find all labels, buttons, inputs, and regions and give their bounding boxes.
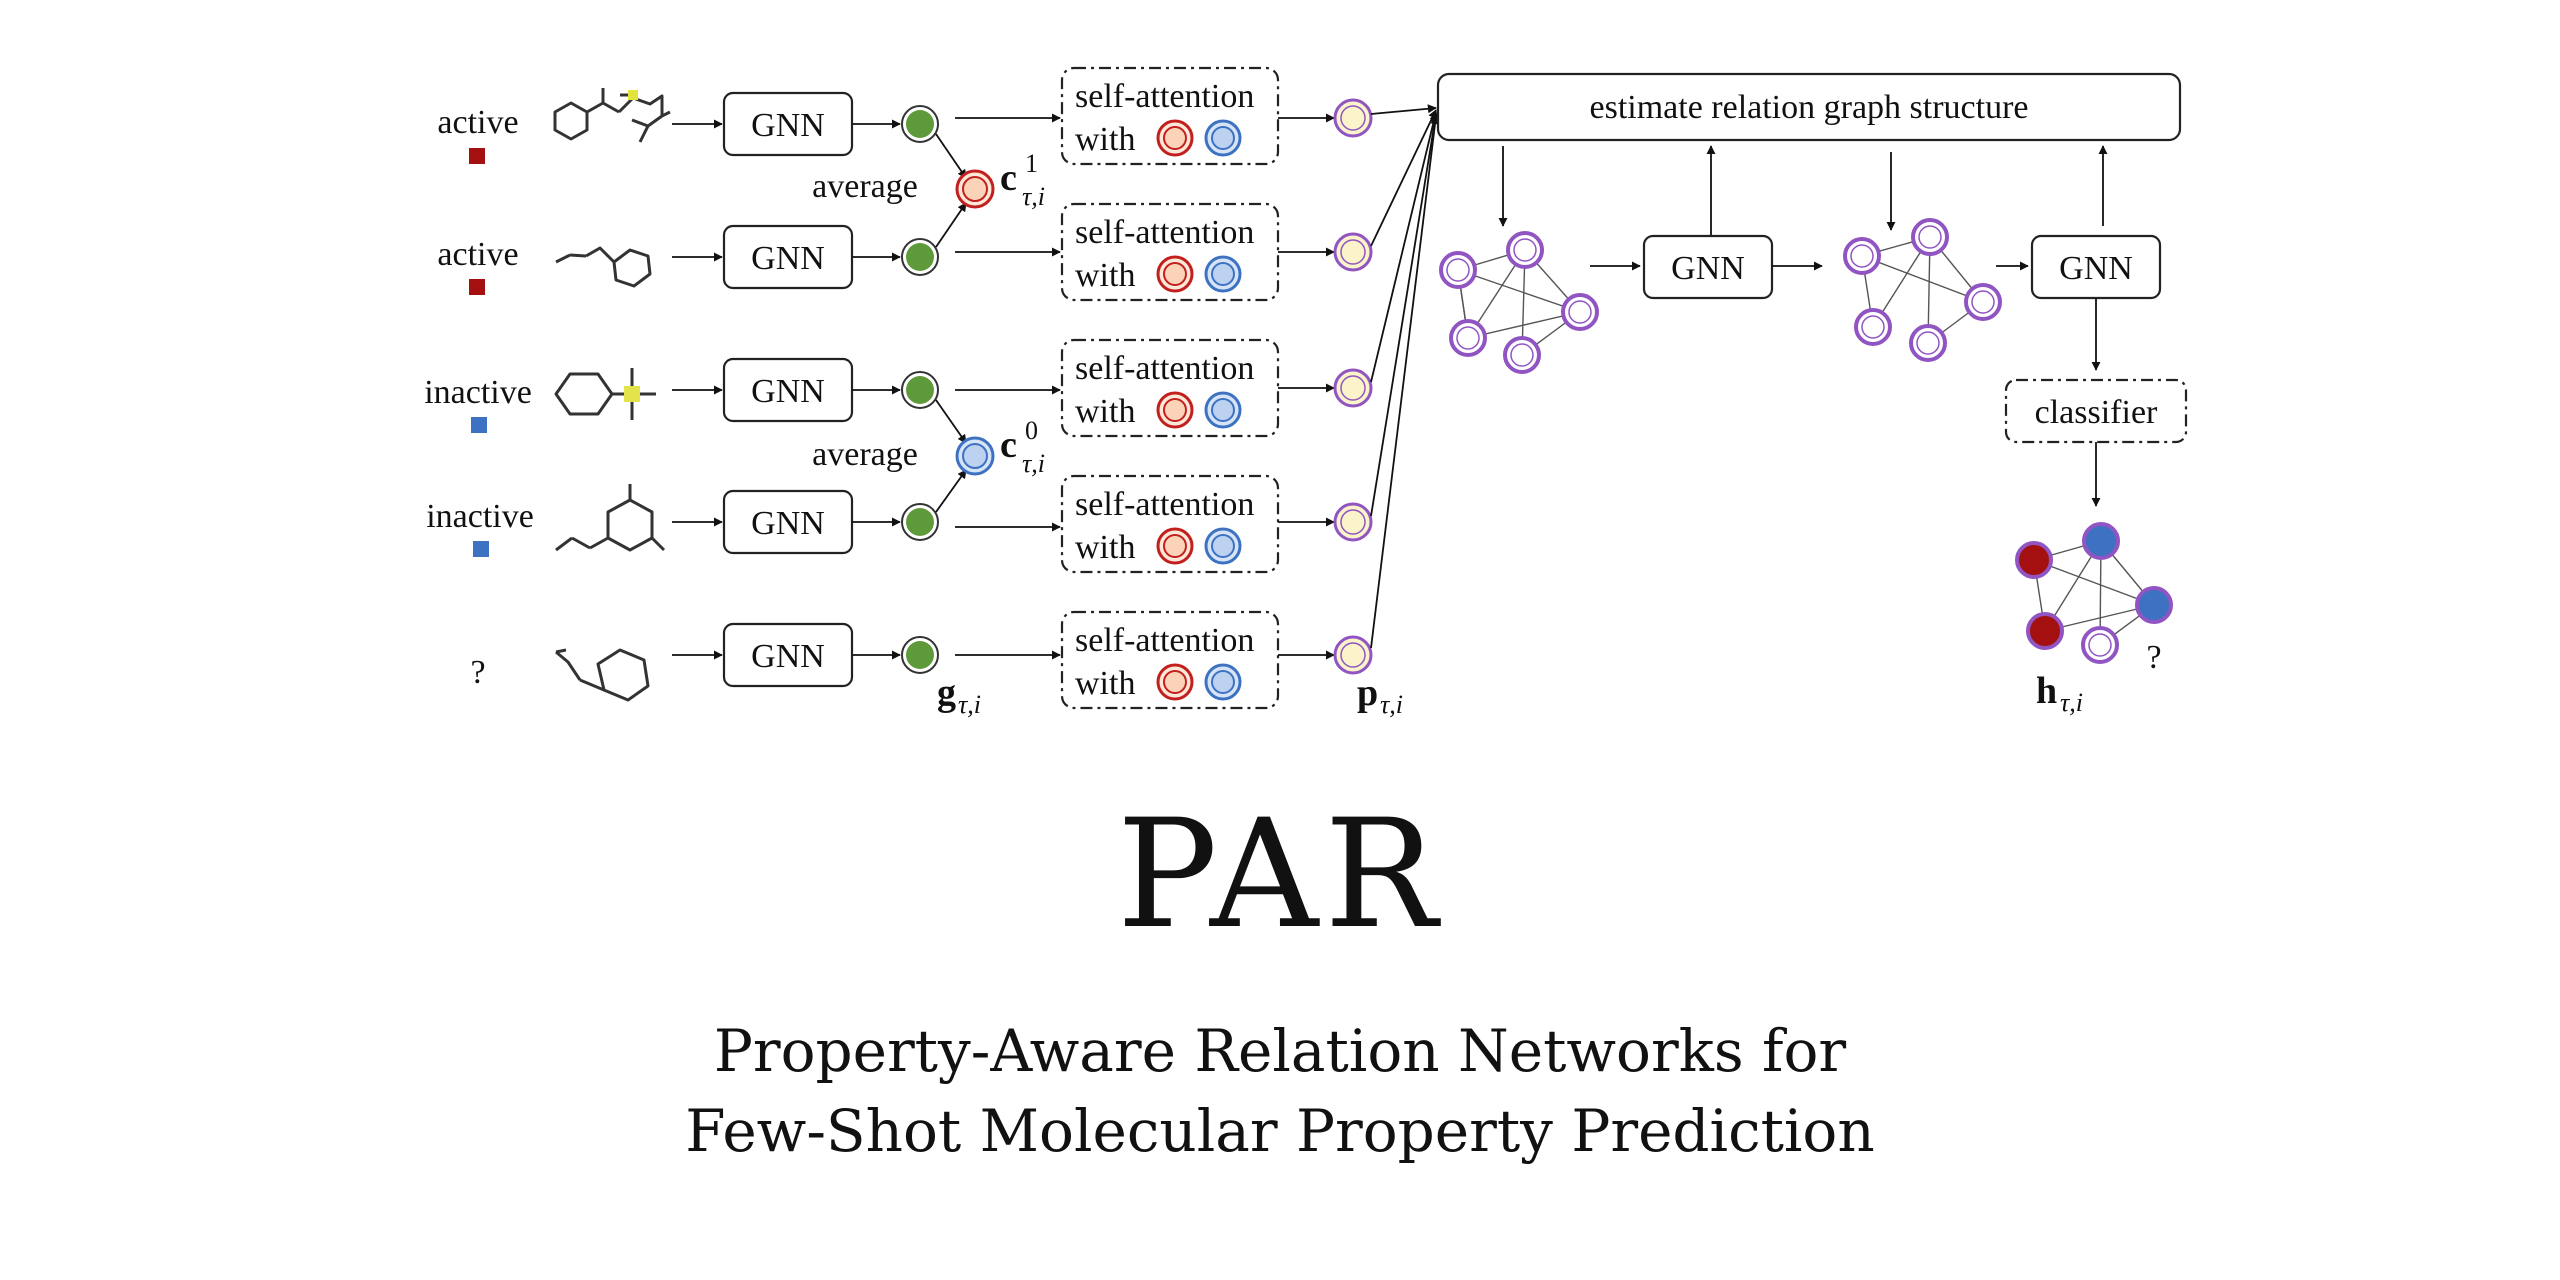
attention-to-refined-arrows bbox=[1278, 113, 1335, 660]
subtitle-line-2: Few-Shot Molecular Property Prediction bbox=[685, 1097, 1875, 1165]
self-attention-block-1: self-attention with bbox=[1060, 66, 1280, 166]
relation-vertical-arrows bbox=[1498, 145, 2108, 240]
svg-text:c: c bbox=[1000, 424, 1017, 466]
active-class-marker-2 bbox=[469, 279, 485, 295]
self-attention-block-4: self-attention with bbox=[1060, 474, 1280, 574]
embedding-node-4 bbox=[901, 503, 939, 541]
self-attention-blocks: self-attention with self-attention with … bbox=[1060, 66, 1280, 710]
gnn-encoder-4-label: GNN bbox=[751, 505, 825, 542]
row-labels: active active inactive inactive ? bbox=[424, 104, 534, 691]
average-arrows bbox=[935, 133, 967, 513]
molecule-to-gnn-arrows bbox=[672, 119, 723, 660]
gnn-encoder-2: GNN bbox=[722, 224, 854, 290]
svg-text:c: c bbox=[1000, 157, 1017, 199]
svg-text:τ,i: τ,i bbox=[1022, 182, 1045, 211]
row-label-1: active bbox=[437, 104, 518, 141]
svg-text:with: with bbox=[1075, 665, 1135, 702]
svg-text:p: p bbox=[1357, 672, 1378, 714]
query-unknown-mark: ? bbox=[2146, 639, 2161, 676]
gnn-encoder-1-label: GNN bbox=[751, 107, 825, 144]
subtitle-line-1: Property-Aware Relation Networks for bbox=[713, 1017, 1847, 1085]
refined-node-4 bbox=[1333, 502, 1373, 542]
output-relation-graph: ? bbox=[2015, 522, 2173, 676]
inactive-prototype-node bbox=[955, 436, 995, 476]
relation-gnn-2-label: GNN bbox=[2059, 250, 2133, 287]
average-label-active: average bbox=[812, 168, 918, 205]
gnn-to-embedding-arrows bbox=[852, 119, 901, 660]
svg-text:self-attention: self-attention bbox=[1075, 486, 1254, 523]
relation-gnn-1: GNN bbox=[1642, 234, 1774, 300]
embedding-node-2 bbox=[901, 238, 939, 276]
svg-text:g: g bbox=[937, 672, 956, 714]
gnn-encoder-1: GNN bbox=[722, 91, 854, 157]
active-prototype-node bbox=[955, 169, 995, 209]
self-attention-block-2: self-attention with bbox=[1060, 202, 1280, 302]
refined-node-1 bbox=[1333, 98, 1373, 138]
refined-node-3 bbox=[1333, 368, 1373, 408]
c0-label: c 0 τ,i bbox=[1000, 416, 1045, 478]
estimate-relation-box: estimate relation graph structure bbox=[1436, 72, 2182, 142]
gnn-encoder-2-label: GNN bbox=[751, 240, 825, 277]
svg-text:self-attention: self-attention bbox=[1075, 622, 1254, 659]
gnn-encoder-4: GNN bbox=[722, 489, 854, 555]
molecule-4-icon bbox=[555, 484, 666, 552]
relation-gnn-2: GNN bbox=[2030, 234, 2162, 300]
row-label-4: inactive bbox=[426, 498, 534, 535]
classifier-box: classifier bbox=[2004, 378, 2188, 444]
molecule-2-icon bbox=[555, 246, 652, 288]
svg-text:τ,i: τ,i bbox=[2060, 688, 2083, 717]
gnn-encoder-5-label: GNN bbox=[751, 638, 825, 675]
row-label-3: inactive bbox=[424, 374, 532, 411]
svg-text:self-attention: self-attention bbox=[1075, 350, 1254, 387]
svg-text:1: 1 bbox=[1025, 149, 1038, 178]
svg-text:h: h bbox=[2036, 670, 2057, 712]
svg-text:τ,i: τ,i bbox=[1022, 449, 1045, 478]
gnn-encoders: GNN GNN GNN GNN GNN bbox=[722, 91, 854, 688]
gnn-encoder-3-label: GNN bbox=[751, 373, 825, 410]
svg-text:τ,i: τ,i bbox=[1380, 690, 1403, 719]
page-title: PAR bbox=[1116, 788, 1444, 962]
svg-text:with: with bbox=[1075, 393, 1135, 430]
p-label: p τ,i bbox=[1357, 672, 1403, 719]
row-label-5: ? bbox=[470, 654, 485, 691]
svg-text:self-attention: self-attention bbox=[1075, 78, 1254, 115]
refined-node-5 bbox=[1333, 635, 1373, 675]
refined-node-2 bbox=[1333, 232, 1373, 272]
h-label: h τ,i bbox=[2036, 670, 2083, 717]
refined-embeddings bbox=[1333, 98, 1373, 675]
relation-graph-2 bbox=[1843, 218, 2002, 362]
refined-to-estimate-arrows bbox=[1370, 104, 1440, 649]
inactive-class-marker-1 bbox=[471, 417, 487, 433]
molecular-embeddings bbox=[901, 105, 939, 674]
classifier-label: classifier bbox=[2035, 394, 2158, 431]
relation-gnn-1-label: GNN bbox=[1671, 250, 1745, 287]
molecule-5-icon bbox=[555, 648, 650, 702]
inactive-class-marker-2 bbox=[473, 541, 489, 557]
gnn-encoder-5: GNN bbox=[722, 622, 854, 688]
embedding-node-3 bbox=[901, 371, 939, 409]
active-class-marker-1 bbox=[469, 148, 485, 164]
svg-text:with: with bbox=[1075, 121, 1135, 158]
svg-text:τ,i: τ,i bbox=[958, 690, 981, 719]
embedding-node-5 bbox=[901, 636, 939, 674]
self-attention-block-5: self-attention with bbox=[1060, 610, 1280, 710]
molecule-1-icon bbox=[553, 88, 671, 143]
svg-text:with: with bbox=[1075, 529, 1135, 566]
row-label-2: active bbox=[437, 236, 518, 273]
svg-text:0: 0 bbox=[1025, 416, 1038, 445]
estimate-relation-label: estimate relation graph structure bbox=[1590, 89, 2029, 126]
embedding-node-1 bbox=[901, 105, 939, 143]
relation-graph-1 bbox=[1439, 231, 1599, 374]
svg-text:with: with bbox=[1075, 257, 1135, 294]
c1-label: c 1 τ,i bbox=[1000, 149, 1045, 211]
svg-text:self-attention: self-attention bbox=[1075, 214, 1254, 251]
molecule-3-icon bbox=[554, 368, 656, 420]
self-attention-block-3: self-attention with bbox=[1060, 338, 1280, 438]
average-label-inactive: average bbox=[812, 436, 918, 473]
gnn-encoder-3: GNN bbox=[722, 357, 854, 423]
g-label: g τ,i bbox=[937, 672, 981, 719]
embedding-to-attention-arrows bbox=[955, 113, 1061, 660]
